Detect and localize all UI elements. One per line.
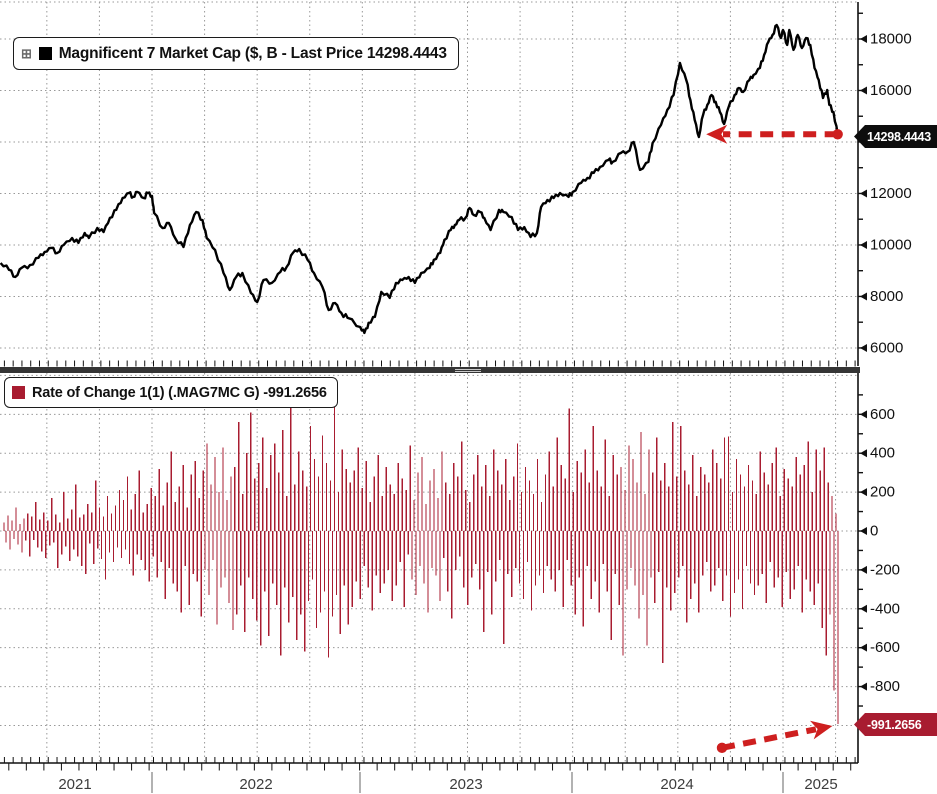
- y-axis-tick-label: 6000: [870, 339, 903, 356]
- gridlines: [0, 1, 858, 763]
- y-axis-tick-label: -400: [870, 600, 900, 617]
- legend-top[interactable]: ⊞ Magnificent 7 Market Cap ($, B - Last …: [13, 37, 459, 70]
- y-axis-tick-label: 18000: [870, 31, 912, 48]
- y-axis-tick-arrow-icon: [860, 488, 867, 497]
- x-axis-year-label: 2022: [239, 776, 273, 793]
- legend-top-label: Magnificent 7 Market Cap ($, B - Last Pr…: [58, 44, 447, 62]
- arrow-head-icon: [810, 720, 833, 740]
- y-axis-tick-label: -200: [870, 561, 900, 578]
- y-axis-tick-label: 600: [870, 406, 895, 423]
- y-axis-tick-label: 400: [870, 445, 895, 462]
- price-line: [0, 23, 839, 335]
- last-value-tag: -991.2656: [854, 713, 937, 736]
- x-axis: [0, 360, 858, 793]
- y-axis-tick-arrow-icon: [860, 565, 867, 574]
- y-axis-tick-label: 10000: [870, 236, 912, 253]
- y-axis-tick-arrow-icon: [860, 527, 867, 535]
- right-axis: 1800016000140001200010000800060006004002…: [857, 2, 912, 763]
- y-axis-tick-label: -600: [870, 639, 900, 656]
- x-axis-year-label: 2021: [58, 776, 92, 793]
- expand-icon[interactable]: ⊞: [21, 46, 32, 61]
- last-price-tag-text: 14298.4443: [867, 129, 932, 144]
- y-axis-tick-arrow-icon: [860, 643, 867, 652]
- y-axis-tick-label: 12000: [870, 185, 912, 202]
- y-axis-tick-label: 8000: [870, 288, 903, 305]
- arrow-start-dot: [716, 742, 728, 754]
- y-axis-tick-arrow-icon: [860, 410, 867, 419]
- arrow-head-icon: [706, 124, 728, 144]
- x-axis-year-label: 2025: [804, 776, 838, 793]
- y-axis-tick-arrow-icon: [860, 189, 867, 198]
- roc-bars: [3, 402, 839, 724]
- y-axis-tick-arrow-icon: [860, 343, 867, 352]
- series-swatch-bottom: [12, 386, 25, 399]
- bottom-arrow: [716, 720, 833, 754]
- y-axis-tick-label: 200: [870, 484, 895, 501]
- legend-bottom-label: Rate of Change 1(1) (.MAG7MC G) -991.265…: [32, 384, 327, 401]
- y-axis-tick-arrow-icon: [860, 449, 867, 458]
- y-axis-tick-label: 0: [870, 523, 878, 540]
- legend-bottom[interactable]: Rate of Change 1(1) (.MAG7MC G) -991.265…: [4, 377, 338, 408]
- last-value-tag-text: -991.2656: [867, 717, 922, 732]
- panel-divider[interactable]: [0, 367, 860, 373]
- y-axis-tick-arrow-icon: [860, 604, 867, 613]
- y-axis-tick-arrow-icon: [860, 35, 867, 43]
- y-axis-tick-arrow-icon: [860, 240, 867, 249]
- x-axis-year-label: 2023: [449, 776, 483, 793]
- y-axis-tick-label: 16000: [870, 82, 912, 99]
- y-axis-tick-arrow-icon: [860, 86, 867, 95]
- arrow-start-dot: [832, 129, 843, 140]
- series-swatch-top: [38, 47, 52, 60]
- y-axis-tick-arrow-icon: [860, 682, 867, 691]
- y-axis-tick-arrow-icon: [860, 292, 867, 301]
- y-axis-tick-label: -800: [870, 678, 900, 695]
- annotations: [706, 124, 843, 754]
- last-price-tag: 14298.4443: [854, 125, 937, 148]
- divider-grip-icon[interactable]: [455, 368, 481, 372]
- top-arrow: [706, 124, 843, 144]
- x-axis-year-label: 2024: [660, 776, 694, 793]
